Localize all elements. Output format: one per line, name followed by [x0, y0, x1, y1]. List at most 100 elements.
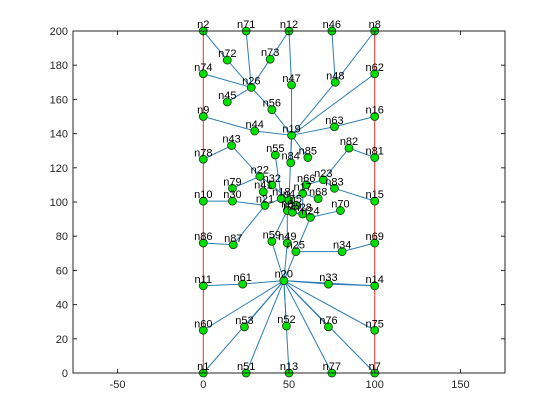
node	[287, 80, 296, 90]
node	[330, 77, 340, 87]
node-label: n79	[223, 176, 241, 188]
node-label: n9	[197, 105, 209, 117]
node	[198, 281, 208, 291]
node	[198, 154, 208, 164]
edge	[322, 147, 350, 181]
edge	[203, 73, 252, 88]
y-tick-label: 120	[50, 163, 68, 175]
edge	[283, 280, 287, 327]
node-label: n76	[319, 315, 337, 327]
node	[298, 209, 308, 219]
node	[240, 322, 249, 332]
node-label: n53	[235, 315, 253, 327]
node-label: n19	[282, 123, 300, 135]
edge	[203, 283, 243, 287]
node-label: n24	[301, 205, 319, 217]
node-label: n14	[366, 274, 384, 286]
node	[370, 153, 380, 162]
y-tick-label: 60	[56, 265, 68, 277]
node	[260, 201, 270, 210]
node-label: n15	[366, 189, 384, 201]
edge	[271, 109, 292, 136]
node-label: n34	[333, 240, 351, 252]
edge	[283, 280, 333, 374]
edge	[232, 205, 266, 246]
edge	[269, 30, 290, 60]
node-label: n23	[314, 168, 332, 180]
edge	[283, 280, 375, 331]
node-label: n18	[272, 187, 290, 199]
x-tick-label: 150	[451, 379, 469, 391]
node	[267, 236, 277, 246]
edge	[291, 126, 335, 136]
node	[198, 69, 208, 79]
node	[336, 206, 345, 215]
node	[286, 158, 296, 168]
node-label: n1	[197, 361, 209, 373]
node	[330, 183, 339, 193]
node-label: n10	[194, 189, 212, 201]
edge	[231, 145, 261, 177]
node	[313, 194, 323, 203]
edge	[232, 200, 266, 206]
edge	[342, 242, 375, 253]
edge	[202, 30, 228, 61]
node	[228, 196, 237, 206]
node	[370, 281, 380, 291]
node-label: n25	[287, 240, 305, 252]
edge	[283, 280, 329, 328]
y-tick-label: 0	[62, 368, 68, 380]
node	[222, 55, 232, 65]
edge	[245, 30, 252, 88]
x-tick-label: 100	[366, 379, 384, 391]
edge	[203, 145, 232, 160]
node	[282, 238, 292, 248]
node-label: n75	[366, 318, 384, 330]
node	[324, 322, 333, 332]
edge	[232, 175, 261, 189]
edge	[291, 73, 376, 136]
edge	[242, 280, 284, 285]
edge	[245, 280, 285, 374]
x-tick-label: 0	[200, 379, 206, 391]
edge	[348, 147, 375, 159]
node	[198, 112, 208, 121]
node-label: n78	[194, 147, 212, 159]
edge	[288, 30, 293, 85]
node	[255, 171, 265, 181]
node	[198, 196, 208, 206]
node-label: n44	[246, 119, 264, 131]
node-label: n32	[263, 173, 281, 185]
node-label: n63	[325, 115, 343, 127]
edge	[283, 251, 297, 281]
node	[324, 279, 333, 289]
node-label: n52	[277, 314, 295, 326]
node-label: n29	[283, 200, 301, 212]
node	[370, 238, 380, 248]
node-label: n72	[218, 48, 236, 60]
node-label: n59	[263, 229, 281, 241]
node-label: n71	[237, 19, 255, 31]
node-label: n20	[275, 269, 293, 281]
node-label: n47	[282, 73, 300, 85]
node	[370, 69, 380, 79]
node-label: n68	[309, 187, 327, 199]
edge	[244, 280, 285, 328]
node-label: n17	[294, 181, 312, 193]
ticks: -50 0 50 100 150 0 20 40 60 80 100 120 140 160 180 200	[50, 26, 505, 391]
node-label: n62	[366, 62, 384, 74]
node	[246, 83, 256, 92]
y-tick-label: 180	[50, 60, 68, 72]
node-label: n77	[323, 361, 341, 373]
node	[222, 97, 232, 107]
node-label: n6	[281, 199, 293, 211]
node	[238, 279, 248, 289]
node-label: n22	[251, 164, 269, 176]
node	[303, 153, 313, 162]
node-label: n69	[366, 231, 384, 243]
node	[267, 105, 277, 115]
node	[298, 189, 308, 198]
node	[250, 126, 260, 136]
edge	[291, 81, 336, 136]
